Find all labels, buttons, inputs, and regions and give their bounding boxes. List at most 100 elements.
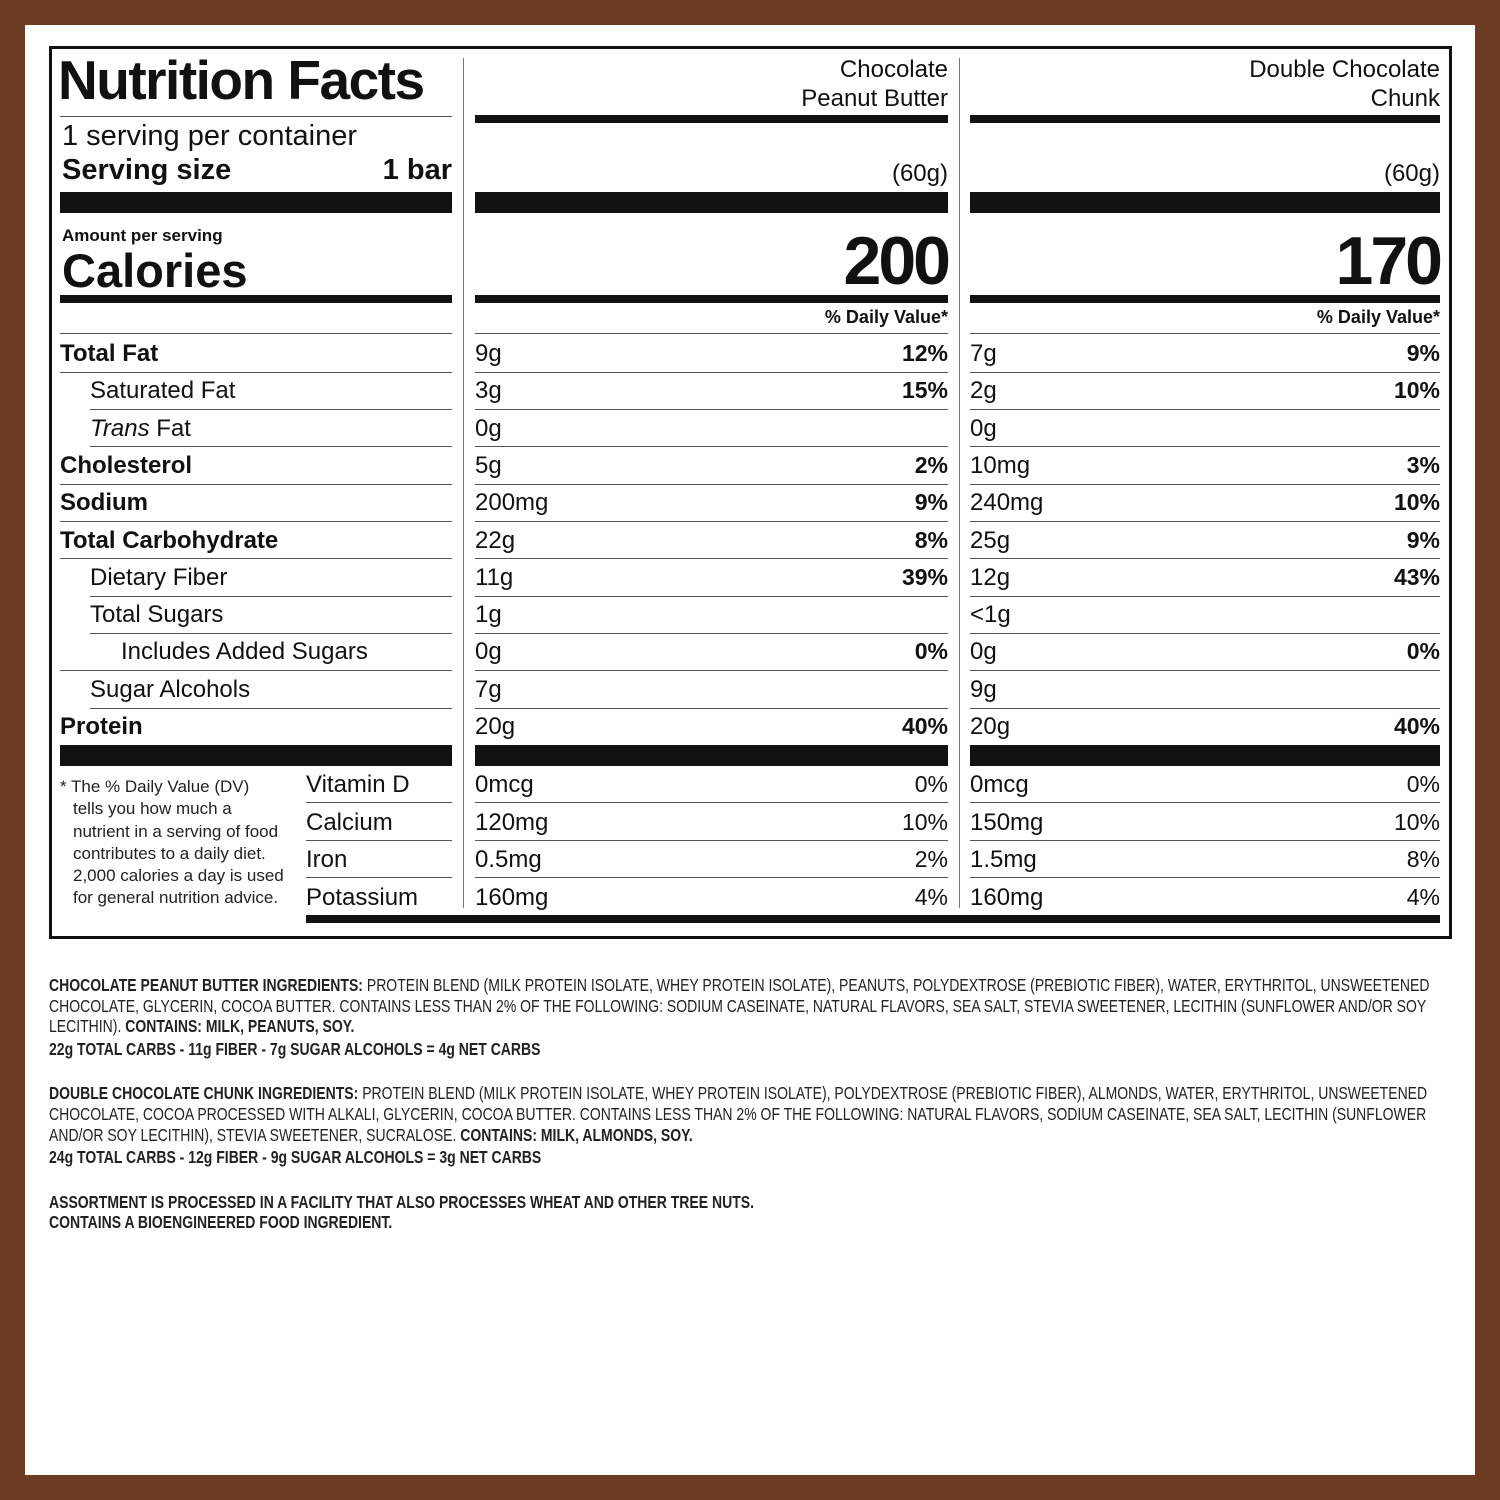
- nutrient-daily-value: 2%: [914, 451, 948, 478]
- bottom-bar: [306, 915, 1440, 923]
- vitamin-amount: 160mg: [970, 883, 1044, 911]
- nutrient-label-text: Total Carbohydrate: [60, 526, 279, 554]
- nutrient-label: Total Carbohydrate: [60, 527, 278, 555]
- nutrient-amount: 7g: [970, 340, 997, 367]
- row-divider: [475, 409, 948, 411]
- vitamin-amount: 0.5mg: [475, 846, 542, 873]
- ingredients-title: DOUBLE CHOCOLATE CHUNK INGREDIENTS:: [49, 1083, 359, 1104]
- nutrient-daily-value: 40%: [901, 713, 948, 739]
- daily-value-header: % Daily Value*: [824, 307, 948, 327]
- nutrient-daily-value: 9%: [1406, 526, 1440, 553]
- nutrient-amount: 9g: [475, 340, 502, 367]
- row-divider: [60, 670, 452, 672]
- allergen-statement: CONTAINS: MILK, PEANUTS, SOY.: [125, 1016, 355, 1037]
- row-divider: [970, 839, 1440, 841]
- calories-label: Calories: [62, 244, 248, 297]
- row-divider: [475, 670, 948, 672]
- row-divider: [60, 558, 452, 560]
- thick-bar: [475, 745, 948, 766]
- nutrient-amount: 0g: [475, 638, 502, 666]
- nutrient-amount: 25g: [970, 526, 1011, 554]
- nutrient-amount: 10mg: [970, 451, 1031, 479]
- row-divider: [90, 632, 452, 634]
- nutrient-amount: 0g: [970, 638, 997, 666]
- thick-bar: [475, 192, 948, 213]
- nutrient-label: Total Fat: [60, 340, 158, 368]
- nutrient-label: Protein: [60, 713, 143, 741]
- medium-bar: [970, 295, 1440, 303]
- row-divider: [970, 670, 1440, 672]
- row-divider: [90, 446, 452, 448]
- vitamin-label: Calcium: [306, 808, 393, 836]
- nutrient-daily-value: 0%: [1406, 638, 1440, 665]
- nutrient-label-text: Includes Added Sugars: [121, 638, 368, 666]
- row-divider: [475, 558, 948, 560]
- ingredients-text: PROTEIN BLEND (MILK PROTEIN ISOLATE, WHE…: [49, 1083, 1428, 1145]
- row-divider: [970, 521, 1440, 522]
- nutrient-amount: 0g: [475, 414, 502, 442]
- row-divider: [475, 802, 948, 803]
- nutrient-daily-value: 39%: [901, 563, 948, 590]
- nutrient-daily-value: 3%: [1406, 451, 1440, 478]
- divider: [60, 333, 452, 334]
- nutrient-label-text: Sodium: [60, 489, 148, 517]
- nutrient-label-text: Saturated Fat: [90, 377, 236, 405]
- row-divider: [970, 707, 1440, 709]
- nutrient-label: Sodium: [60, 489, 148, 517]
- row-divider: [475, 446, 948, 448]
- daily-value-footnote: * The % Daily Value (DV) tells you how mu…: [60, 776, 284, 910]
- serving-grams: (60g): [1383, 160, 1440, 187]
- net-carbs: 24g TOTAL CARBS - 12g FIBER - 9g SUGAR A…: [49, 1147, 542, 1168]
- daily-value-header: % Daily Value*: [1316, 307, 1440, 327]
- allergen-statement: CONTAINS: MILK, ALMONDS, SOY.: [460, 1124, 693, 1145]
- nutrient-amount: 3g: [475, 377, 502, 405]
- nutrient-daily-value: 9%: [914, 489, 948, 516]
- vitamin-daily-value: 0%: [914, 771, 948, 797]
- facility-note: CONTAINS A BIOENGINEERED FOOD INGREDIENT…: [49, 1212, 393, 1233]
- facility-note: ASSORTMENT IS PROCESSED IN A FACILITY TH…: [49, 1191, 754, 1212]
- nutrient-amount: 7g: [475, 675, 502, 703]
- label-border: [49, 46, 1452, 939]
- row-divider: [475, 595, 948, 597]
- nutrient-label-text: Protein: [60, 713, 143, 740]
- row-divider: [475, 521, 948, 522]
- row-divider: [60, 521, 452, 522]
- vitamin-daily-value: 0%: [1406, 771, 1440, 797]
- product-name-line1: Double Chocolate: [1249, 56, 1440, 83]
- serving-size-label: Serving size: [62, 154, 232, 186]
- row-divider: [60, 371, 452, 373]
- vitamin-label: Potassium: [306, 883, 419, 911]
- nutrient-amount: 0g: [970, 414, 997, 442]
- serving-size-value: 1 bar: [382, 154, 452, 186]
- product-name-line1: Chocolate: [839, 56, 948, 83]
- row-divider: [306, 877, 452, 878]
- nutrient-label: Total Sugars: [90, 601, 223, 629]
- nutrient-amount: 2g: [970, 377, 997, 405]
- nutrient-daily-value: 40%: [1393, 713, 1440, 739]
- divider: [60, 116, 452, 117]
- vitamin-daily-value: 4%: [914, 883, 948, 910]
- ingredients-paragraph: DOUBLE CHOCOLATE CHUNK INGREDIENTS: PROT…: [49, 1083, 1465, 1145]
- thick-bar: [970, 745, 1440, 766]
- row-divider: [475, 707, 948, 709]
- row-divider: [970, 371, 1440, 373]
- nutrient-amount: 22g: [475, 526, 516, 554]
- nutrient-amount: 200mg: [475, 489, 549, 517]
- nutrient-daily-value: 10%: [1393, 377, 1440, 404]
- row-divider: [970, 802, 1440, 803]
- nutrient-label: Dietary Fiber: [90, 564, 227, 592]
- vitamin-amount: 0mcg: [970, 771, 1029, 798]
- nutrient-label-italic: Trans: [90, 414, 150, 442]
- footnote-line: for general nutrition advice.: [73, 888, 279, 908]
- ingredients-text: PROTEIN BLEND (MILK PROTEIN ISOLATE, WHE…: [49, 975, 1430, 1037]
- nutrient-amount: <1g: [970, 601, 1011, 629]
- ingredients-paragraph: CHOCOLATE PEANUT BUTTER INGREDIENTS: PRO…: [49, 975, 1465, 1037]
- footnote-line: 2,000 calories a day is used: [73, 866, 284, 886]
- nutrient-label: Saturated Fat: [90, 377, 235, 405]
- vitamin-amount: 150mg: [970, 808, 1044, 836]
- thick-bar: [60, 745, 452, 766]
- row-divider: [970, 877, 1440, 878]
- row-divider: [90, 409, 452, 411]
- nutrient-amount: 11g: [475, 563, 514, 591]
- row-divider: [60, 483, 452, 485]
